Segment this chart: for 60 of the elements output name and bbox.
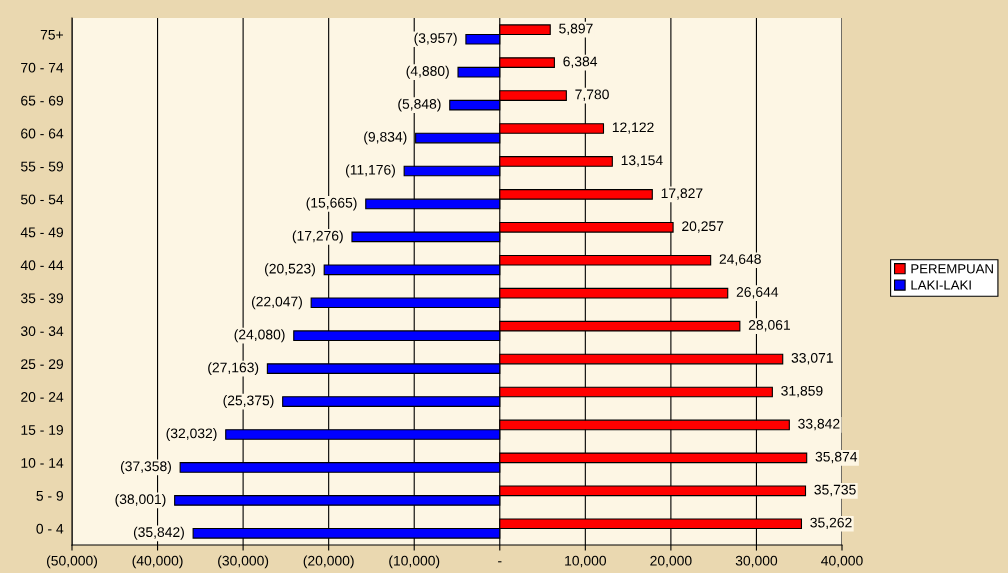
y-tick-label: 15 - 19 [21,425,64,435]
y-tick-label: 65 - 69 [21,95,64,106]
y-tick-label: 40 - 44 [20,260,64,271]
y-tick-label: 75+ [40,29,63,40]
data-label: 31,859 [781,385,823,398]
data-label: 12,122 [612,122,654,134]
x-tick-label: (50,000) [47,555,98,569]
data-label: 35,735 [814,484,856,497]
data-label: 24,648 [719,254,761,266]
data-label: 7,780 [575,89,609,101]
data-label: 6,384 [563,56,598,68]
x-tick-label: (40,000) [132,555,183,569]
data-label: (15,665) [306,197,357,211]
data-label: 20,257 [682,221,724,233]
data-label: 26,644 [736,287,779,299]
data-label: 13,154 [621,155,663,167]
y-tick-label: 45 - 49 [20,227,64,238]
data-label: (38,001) [115,493,166,507]
x-tick-label: 40,000 [821,555,863,568]
data-label: (25,375) [223,395,274,409]
y-tick-label: 60 - 64 [21,128,64,139]
data-label: (17,276) [292,230,343,244]
y-tick-label: 50 - 54 [20,194,64,205]
data-label: (20,523) [265,263,315,277]
y-tick-label: 30 - 34 [20,326,64,337]
data-label: (37,358) [120,460,171,474]
data-label: 35,874 [815,451,858,464]
data-label: 33,842 [798,418,840,431]
legend-label: LAKI-LAKI [911,280,971,290]
y-tick-label: 0 - 4 [36,523,64,534]
data-label: (11,176) [345,164,395,178]
y-tick-label: 10 - 14 [21,457,64,468]
data-label: 35,262 [810,517,852,530]
data-label: (22,047) [251,296,302,310]
x-tick-label: 10,000 [565,555,607,568]
x-tick-label: (30,000) [218,555,269,569]
x-tick-label: 30,000 [735,555,778,568]
x-tick-label: 20,000 [650,555,692,568]
y-tick-label: 25 - 29 [21,359,64,370]
y-tick-label: 5 - 9 [36,490,64,501]
x-tick-label: (20,000) [303,555,354,569]
y-tick-label: 20 - 24 [21,392,64,402]
data-label: (9,834) [364,131,407,145]
data-label: (3,957) [414,32,457,46]
data-label: 33,071 [791,352,833,365]
data-label: (4,880) [406,65,449,79]
x-tick-label: - [498,561,502,563]
y-tick-label: 70 - 74 [21,62,64,73]
legend-label: PEREMPUAN [911,264,993,274]
y-tick-label: 35 - 39 [20,293,64,304]
data-label: (35,842) [133,526,184,540]
data-label: (32,032) [166,428,217,441]
data-label: 28,061 [748,320,790,332]
y-tick-label: 55 - 59 [20,161,64,172]
data-label: (27,163) [208,362,259,376]
data-label: 17,827 [661,188,703,200]
data-label: (5,848) [398,98,441,112]
x-tick-label: (10,000) [389,555,440,569]
data-label: (24,080) [234,329,285,343]
data-label: 5,897 [559,23,593,36]
